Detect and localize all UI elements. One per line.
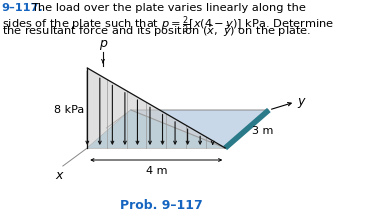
Text: y: y — [298, 95, 305, 108]
Text: sides of the plate such that $p = \frac{2}{3}[x(4 - y)]$ kPa. Determine: sides of the plate such that $p = \frac{… — [2, 14, 334, 36]
Polygon shape — [87, 110, 269, 148]
Text: 3 m: 3 m — [252, 126, 274, 136]
Text: 9–117.: 9–117. — [2, 3, 44, 13]
Text: Prob. 9–117: Prob. 9–117 — [120, 199, 203, 212]
Polygon shape — [87, 110, 225, 148]
Text: 8 kPa: 8 kPa — [54, 105, 84, 115]
Text: x: x — [56, 169, 63, 182]
Text: 4 m: 4 m — [145, 166, 167, 176]
Text: The load over the plate varies linearly along the: The load over the plate varies linearly … — [31, 3, 306, 13]
Text: the resultant force and its position $(\bar{x},\ \bar{y})$ on the plate.: the resultant force and its position $(\… — [2, 25, 311, 39]
Polygon shape — [87, 68, 225, 148]
Text: p: p — [99, 37, 107, 50]
